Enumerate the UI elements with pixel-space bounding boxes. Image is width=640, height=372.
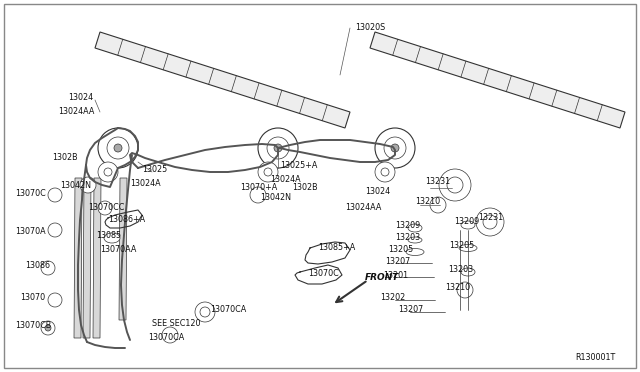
Circle shape — [48, 223, 62, 237]
Circle shape — [250, 187, 266, 203]
Text: 13205: 13205 — [449, 241, 474, 250]
Text: 13209: 13209 — [454, 218, 479, 227]
Circle shape — [41, 321, 55, 335]
Text: 13042N: 13042N — [60, 182, 91, 190]
Ellipse shape — [408, 237, 422, 243]
Circle shape — [274, 144, 282, 152]
Circle shape — [162, 327, 178, 343]
Circle shape — [45, 325, 51, 331]
Text: R130001T: R130001T — [575, 353, 615, 362]
Ellipse shape — [104, 233, 120, 243]
Text: 13025: 13025 — [142, 166, 167, 174]
Text: 13210: 13210 — [445, 283, 470, 292]
Circle shape — [391, 144, 399, 152]
Circle shape — [195, 302, 215, 322]
Circle shape — [98, 162, 118, 182]
Text: FRONT: FRONT — [365, 273, 399, 282]
Text: 13086: 13086 — [25, 260, 50, 269]
Circle shape — [447, 177, 463, 193]
Circle shape — [439, 169, 471, 201]
Ellipse shape — [461, 221, 475, 229]
Text: 13210: 13210 — [415, 198, 440, 206]
Text: 13209: 13209 — [395, 221, 420, 231]
Text: 13024: 13024 — [365, 187, 390, 196]
Circle shape — [114, 144, 122, 152]
Text: SEE SEC120: SEE SEC120 — [152, 320, 200, 328]
Circle shape — [258, 162, 278, 182]
Text: 1302B: 1302B — [292, 183, 317, 192]
Circle shape — [375, 162, 395, 182]
Circle shape — [48, 293, 62, 307]
Circle shape — [258, 128, 298, 168]
Text: 13070CB: 13070CB — [15, 321, 51, 330]
Circle shape — [200, 307, 210, 317]
Circle shape — [267, 137, 289, 159]
Text: 13070AA: 13070AA — [100, 246, 136, 254]
Circle shape — [98, 201, 112, 215]
Text: 13070+A: 13070+A — [240, 183, 277, 192]
Circle shape — [48, 188, 62, 202]
Text: 13085: 13085 — [96, 231, 121, 241]
Circle shape — [80, 177, 96, 193]
Text: 13024A: 13024A — [130, 180, 161, 189]
Text: 13207: 13207 — [398, 305, 423, 314]
Text: 13231: 13231 — [425, 177, 450, 186]
Circle shape — [381, 168, 389, 176]
Text: 13085+A: 13085+A — [318, 244, 355, 253]
Ellipse shape — [461, 268, 475, 276]
Text: 13070CC: 13070CC — [88, 203, 124, 212]
Circle shape — [98, 128, 138, 168]
Polygon shape — [83, 178, 91, 338]
Ellipse shape — [408, 224, 422, 232]
Text: 13203: 13203 — [448, 266, 473, 275]
Text: 13203: 13203 — [395, 234, 420, 243]
Text: 13070: 13070 — [20, 294, 45, 302]
Text: 13070A: 13070A — [15, 228, 45, 237]
Text: 13070C: 13070C — [15, 189, 45, 199]
Text: 13070C: 13070C — [308, 269, 339, 279]
Text: 13231: 13231 — [478, 214, 503, 222]
Polygon shape — [74, 178, 82, 338]
Text: 13201: 13201 — [383, 272, 408, 280]
Circle shape — [476, 208, 504, 236]
Circle shape — [483, 215, 497, 229]
Circle shape — [41, 261, 55, 275]
Text: 13086+A: 13086+A — [108, 215, 145, 224]
Text: 13024AA: 13024AA — [58, 108, 94, 116]
Circle shape — [375, 128, 415, 168]
Text: 13207: 13207 — [385, 257, 410, 266]
Circle shape — [430, 197, 446, 213]
Polygon shape — [370, 32, 625, 128]
Text: 13205: 13205 — [388, 246, 413, 254]
Text: 13202: 13202 — [380, 294, 405, 302]
Circle shape — [384, 137, 406, 159]
Circle shape — [264, 168, 272, 176]
Text: 13025+A: 13025+A — [280, 160, 317, 170]
Text: 13020S: 13020S — [355, 23, 385, 32]
Text: 13024AA: 13024AA — [345, 203, 381, 212]
Text: 13070CA: 13070CA — [210, 305, 246, 314]
Text: 13024: 13024 — [68, 93, 93, 103]
Ellipse shape — [459, 244, 477, 251]
Circle shape — [457, 282, 473, 298]
Text: 13024A: 13024A — [270, 176, 301, 185]
Polygon shape — [95, 32, 350, 128]
Text: 13070CA: 13070CA — [148, 334, 184, 343]
Polygon shape — [119, 178, 127, 320]
Polygon shape — [93, 178, 101, 338]
Circle shape — [104, 168, 112, 176]
Text: 1302B: 1302B — [52, 154, 77, 163]
Circle shape — [107, 137, 129, 159]
Ellipse shape — [406, 248, 424, 256]
Text: 13042N: 13042N — [260, 193, 291, 202]
